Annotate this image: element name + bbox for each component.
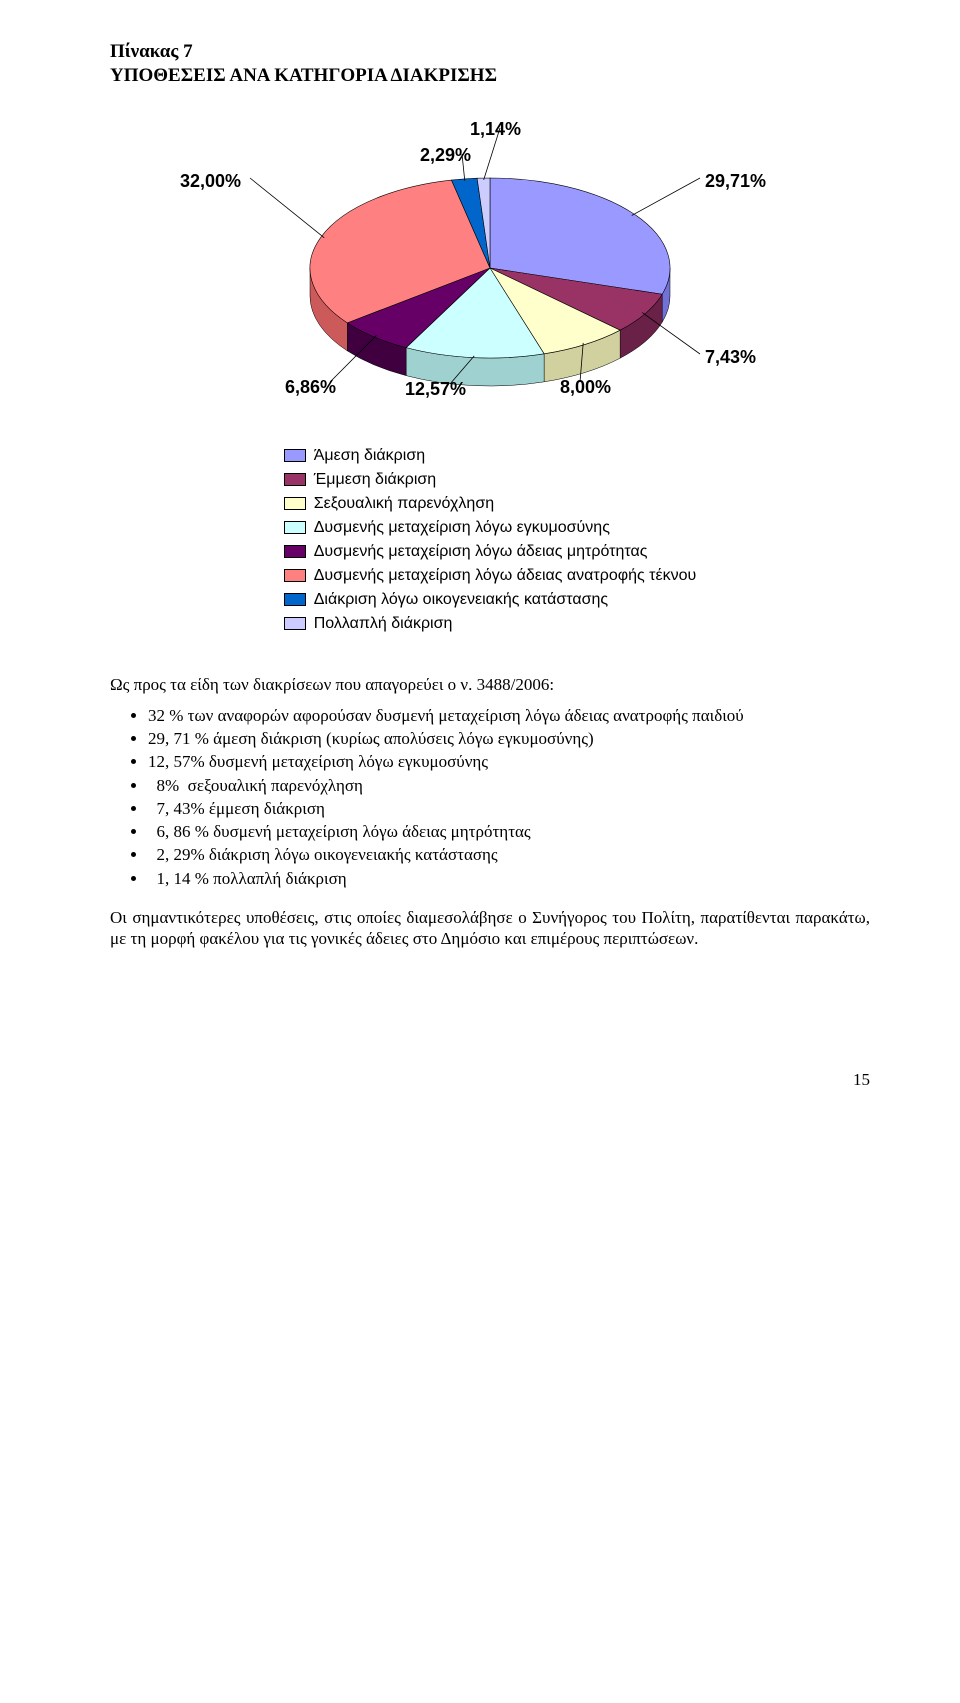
legend-item: Πολλαπλή διάκριση (284, 614, 697, 634)
intro-paragraph: Ως προς τα είδη των διακρίσεων που απαγο… (110, 674, 870, 695)
legend-item: Σεξουαλική παρενόχληση (284, 494, 697, 514)
bullet-item: 12, 57% δυσμενή μεταχείριση λόγω εγκυμοσ… (148, 751, 870, 772)
pie-label-32-00: 32,00% (180, 170, 241, 193)
legend-item: Δυσμενής μεταχείριση λόγω εγκυμοσύνης (284, 518, 697, 538)
outro-paragraph: Οι σημαντικότερες υποθέσεις, στις οποίες… (110, 907, 870, 950)
bullet-item: 2, 29% διάκριση λόγω οικογενειακής κατάσ… (148, 844, 870, 865)
pie-label-12-57: 12,57% (405, 378, 466, 401)
table-label: Πίνακας 7 (110, 40, 870, 64)
bullet-item: 7, 43% έμμεση διάκριση (148, 798, 870, 819)
bullet-item: 8% σεξουαλική παρενόχληση (148, 775, 870, 796)
legend-label: Πολλαπλή διάκριση (314, 614, 453, 634)
legend-item: Δυσμενής μεταχείριση λόγω άδειας μητρότη… (284, 542, 697, 562)
pie-label-2-29: 2,29% (420, 144, 471, 167)
legend-swatch (284, 449, 306, 462)
legend-item: Έμμεση διάκριση (284, 470, 697, 490)
legend-item: Άμεση διάκριση (284, 446, 697, 466)
legend-item: Διάκριση λόγω οικογενειακής κατάστασης (284, 590, 697, 610)
bullet-item: 6, 86 % δυσμενή μεταχείριση λόγω άδειας … (148, 821, 870, 842)
page-title: ΥΠΟΘΕΣΕΙΣ ΑΝΑ ΚΑΤΗΓΟΡΙΑ ΔΙΑΚΡΙΣΗΣ (110, 64, 870, 88)
title-block: Πίνακας 7 ΥΠΟΘΕΣΕΙΣ ΑΝΑ ΚΑΤΗΓΟΡΙΑ ΔΙΑΚΡΙ… (110, 40, 870, 88)
legend-swatch (284, 545, 306, 558)
legend-label: Άμεση διάκριση (314, 446, 425, 466)
bullet-item: 32 % των αναφορών αφορούσαν δυσμενή μετα… (148, 705, 870, 726)
pie-label-29-71: 29,71% (705, 170, 766, 193)
pie-label-7-43: 7,43% (705, 346, 756, 369)
pie-chart: 1,14% 2,29% 32,00% 29,71% 7,43% 6,86% 12… (110, 118, 870, 638)
bullet-list: 32 % των αναφορών αφορούσαν δυσμενή μετα… (110, 705, 870, 889)
pie-label-8-00: 8,00% (560, 376, 611, 399)
legend-swatch (284, 617, 306, 630)
legend-label: Έμμεση διάκριση (314, 470, 436, 490)
legend-swatch (284, 569, 306, 582)
legend-swatch (284, 521, 306, 534)
pie-chart-canvas: 1,14% 2,29% 32,00% 29,71% 7,43% 6,86% 12… (180, 118, 800, 418)
pie-legend: Άμεση διάκριση Έμμεση διάκριση Σεξουαλική … (284, 442, 697, 638)
page-number: 15 (110, 1069, 870, 1090)
legend-swatch (284, 473, 306, 486)
legend-label: Σεξουαλική παρενόχληση (314, 494, 494, 514)
legend-swatch (284, 497, 306, 510)
bullet-item: 1, 14 % πολλαπλή διάκριση (148, 868, 870, 889)
legend-swatch (284, 593, 306, 606)
bullet-item: 29, 71 % άμεση διάκριση (κυρίως απολύσει… (148, 728, 870, 749)
legend-label: Δυσμενής μεταχείριση λόγω άδειας ανατροφ… (314, 566, 697, 586)
pie-label-1-14: 1,14% (470, 118, 521, 141)
legend-label: Δυσμενής μεταχείριση λόγω άδειας μητρότη… (314, 542, 648, 562)
legend-label: Δυσμενής μεταχείριση λόγω εγκυμοσύνης (314, 518, 610, 538)
legend-label: Διάκριση λόγω οικογενειακής κατάστασης (314, 590, 608, 610)
legend-item: Δυσμενής μεταχείριση λόγω άδειας ανατροφ… (284, 566, 697, 586)
pie-label-6-86: 6,86% (285, 376, 336, 399)
body-text: Ως προς τα είδη των διακρίσεων που απαγο… (110, 674, 870, 950)
